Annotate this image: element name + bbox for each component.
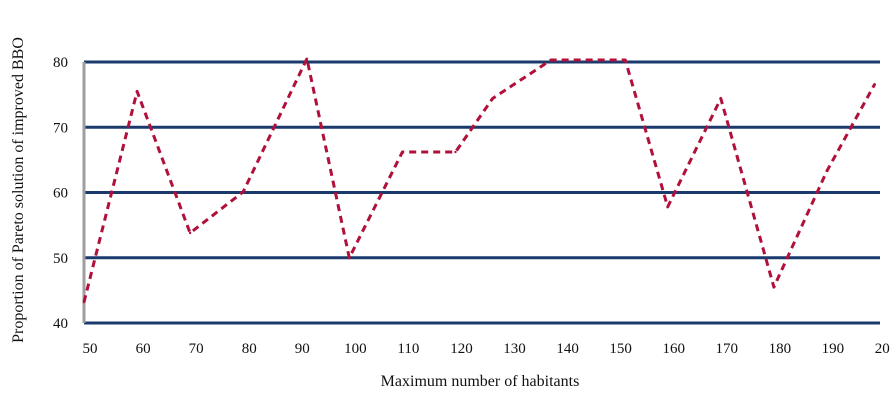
data-point	[873, 82, 876, 86]
x-tick-label: 100	[344, 341, 367, 357]
data-point	[549, 58, 553, 62]
data-point	[401, 150, 404, 154]
x-tick-label: 80	[242, 341, 257, 357]
data-point	[135, 90, 139, 93]
x-tick-label: 170	[716, 341, 739, 357]
data-point	[825, 169, 829, 173]
gridlines	[84, 60, 880, 325]
x-tick-label: 200	[875, 341, 890, 357]
x-tick-label: 140	[556, 341, 579, 357]
data-point	[82, 300, 86, 304]
x-tick-label: 50	[83, 341, 98, 357]
data-point	[188, 231, 192, 235]
y-tick-label: 50	[53, 251, 68, 267]
data-point	[666, 205, 669, 209]
x-tick-label: 120	[450, 341, 473, 357]
x-axis-title: Maximum number of habitants	[381, 373, 580, 390]
series-line-0	[82, 57, 877, 303]
x-tick-label: 60	[136, 341, 151, 357]
x-tick-label: 190	[822, 341, 845, 357]
series	[82, 57, 877, 304]
data-point	[772, 285, 776, 289]
x-tick-label: 130	[503, 341, 526, 357]
x-tick-label: 90	[295, 341, 310, 357]
x-tick-label: 70	[189, 341, 204, 357]
y-tick-label: 40	[53, 316, 68, 332]
data-point	[242, 190, 245, 194]
data-point	[348, 256, 351, 259]
data-point	[491, 97, 494, 100]
data-point	[624, 58, 627, 62]
x-tick-label: 150	[609, 341, 632, 357]
tick-labels: 40 50 60 70 80 50 60 70 80 90 100 110 120 130 140 150 16…	[53, 55, 890, 357]
x-tick-label: 180	[769, 341, 792, 357]
x-tick-label: 110	[397, 341, 419, 357]
y-tick-label: 70	[53, 120, 68, 136]
y-tick-label: 80	[53, 55, 68, 71]
y-axis-title: Proportion of Pareto solution of improve…	[10, 37, 27, 343]
x-tick-label: 160	[662, 341, 685, 357]
data-point	[719, 97, 722, 100]
data-point	[305, 57, 309, 60]
data-point	[454, 150, 457, 154]
y-tick-label: 60	[53, 186, 68, 202]
